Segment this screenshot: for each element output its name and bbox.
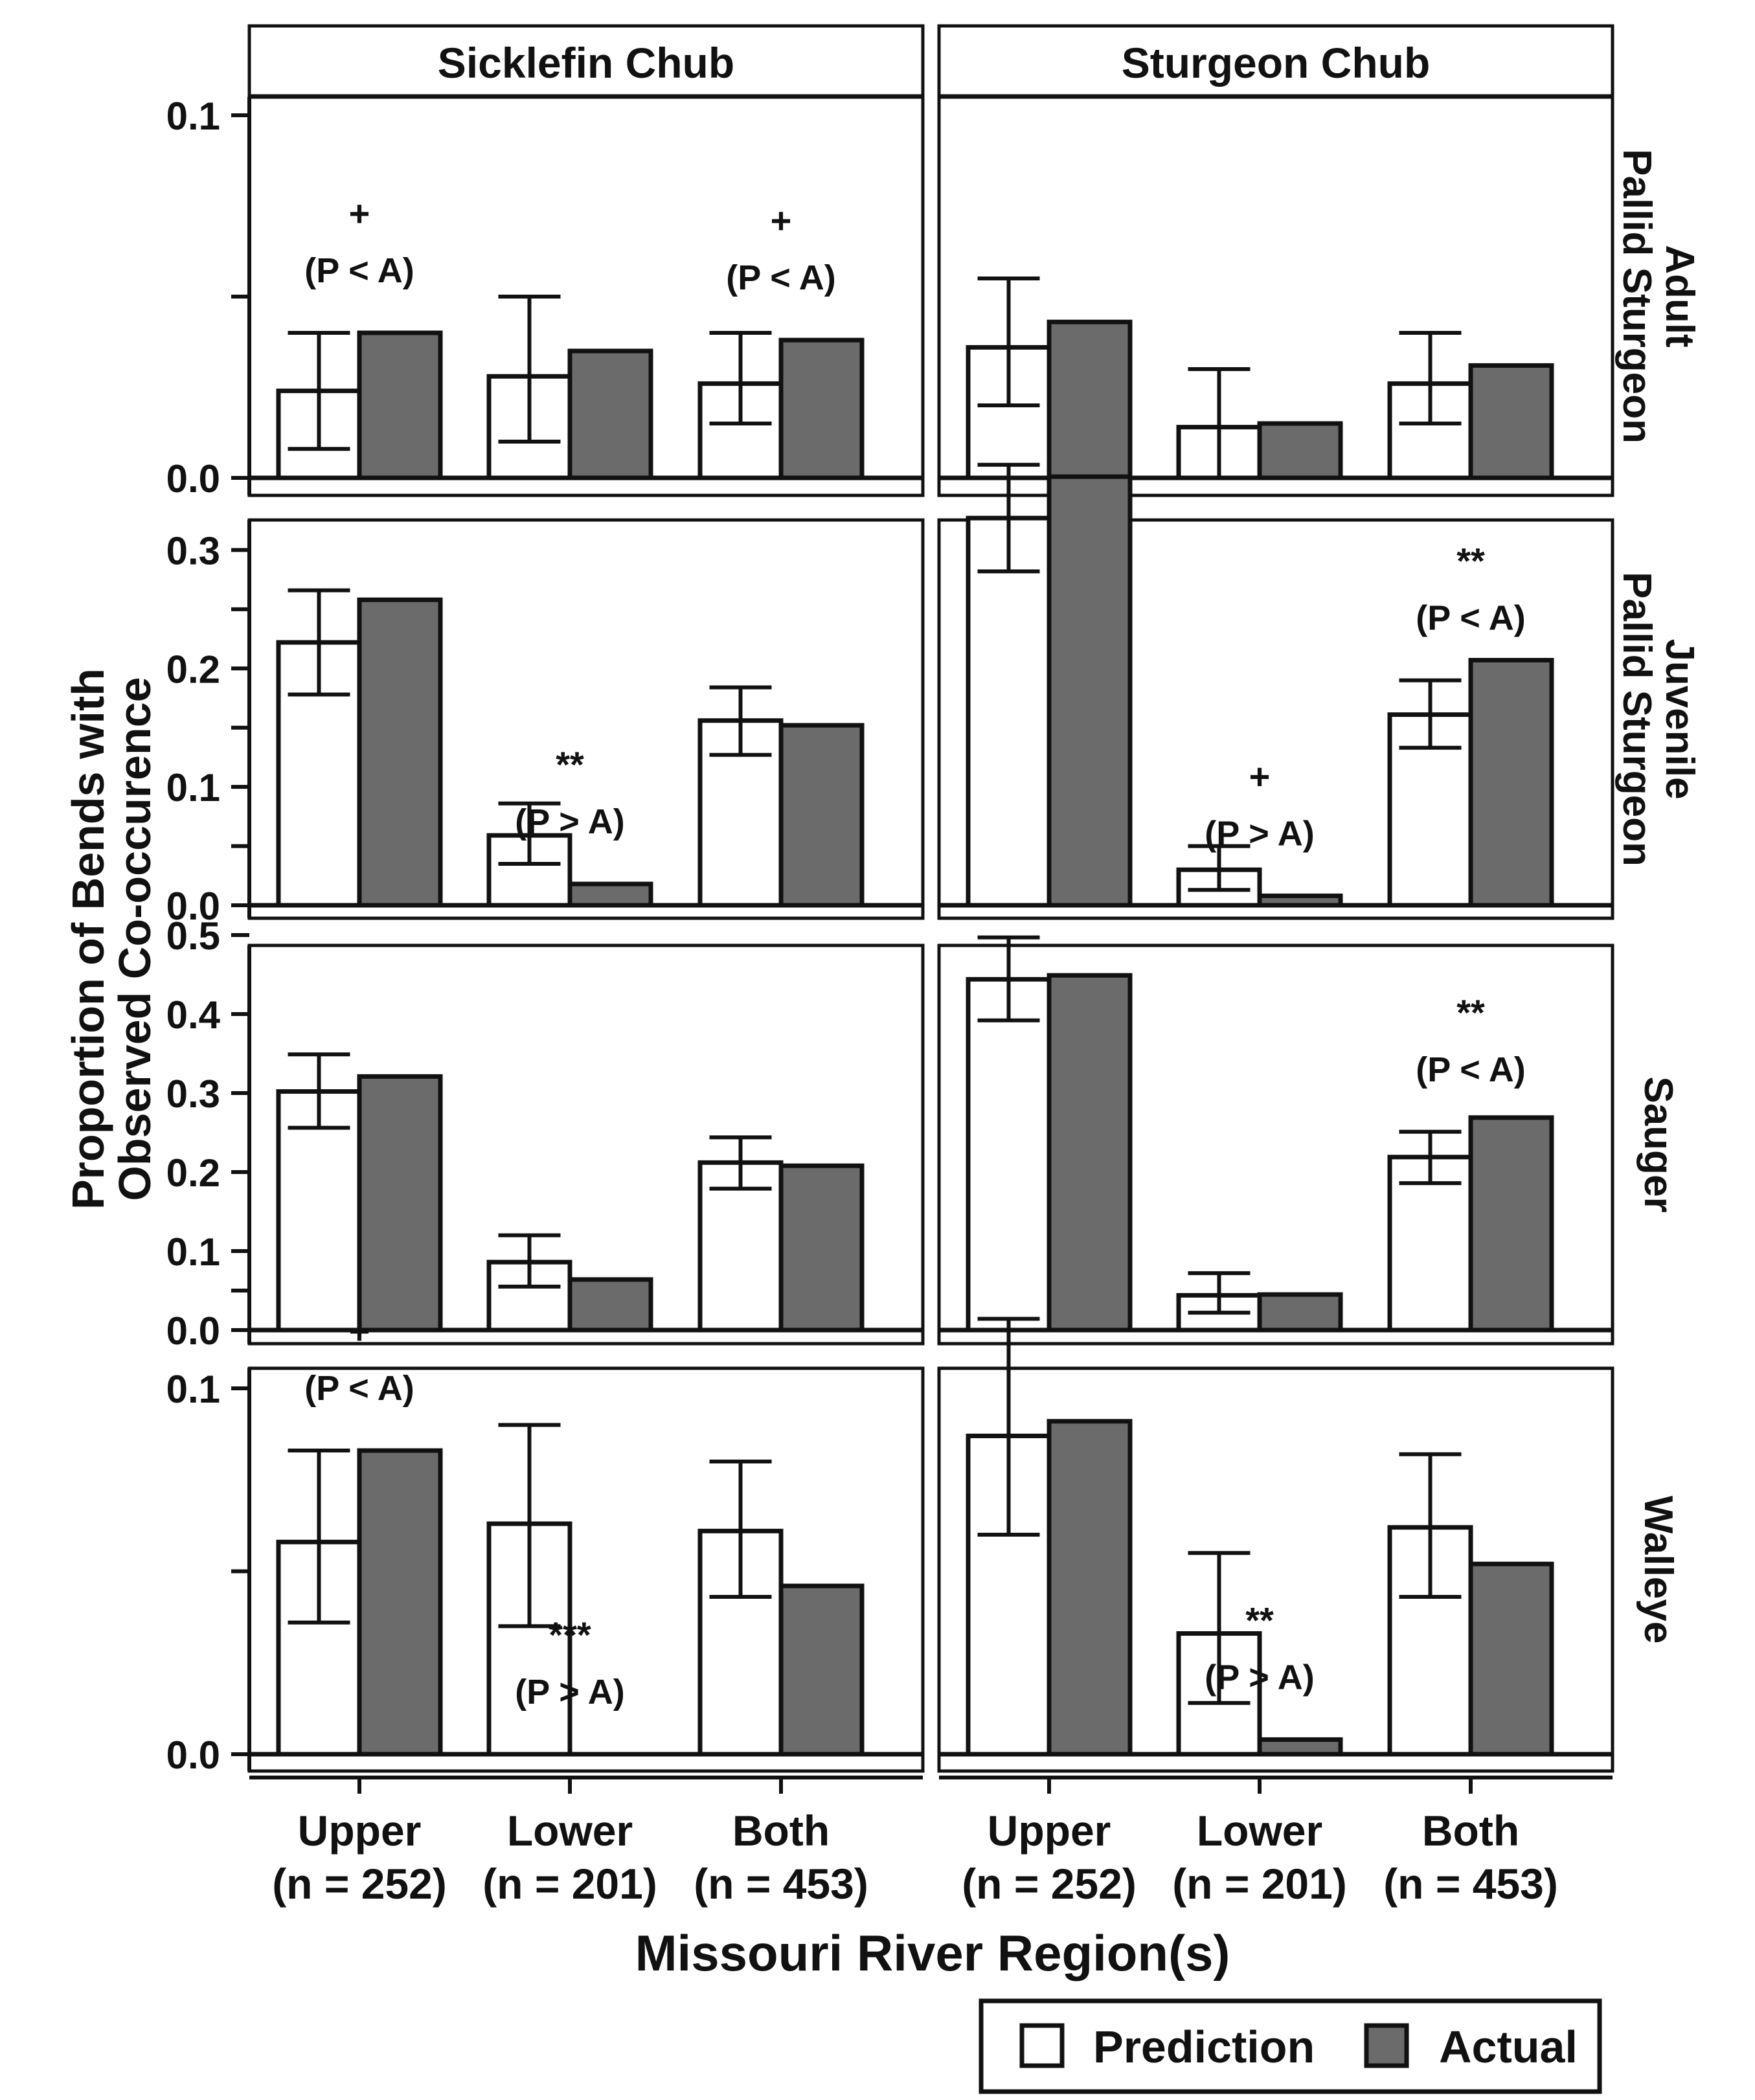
column-strip: [937, 24, 1614, 98]
x-axis-title: Missouri River Region(s): [635, 1925, 1230, 1981]
legend-actual-label: Actual: [1439, 2022, 1578, 2072]
actual-bar: [1047, 1419, 1133, 1757]
x-category-label: Upper: [298, 1807, 422, 1855]
significance-marker: **: [1456, 541, 1485, 581]
column-strip: [247, 24, 925, 98]
actual-bar: [1468, 657, 1554, 908]
row-strip-label: Juvenile: [1657, 638, 1702, 799]
prediction-bar: [966, 515, 1052, 908]
actual-bar: [567, 1277, 653, 1333]
column-strip-label: Sturgeon Chub: [1122, 39, 1431, 87]
actual-bar: [1468, 1115, 1554, 1333]
panel-frame: [937, 1366, 1614, 1773]
significance-marker: +: [349, 193, 370, 234]
y-tick-label: 0.0: [166, 1309, 220, 1353]
y-tick-label: 0.0: [166, 457, 220, 501]
actual-bar: [357, 597, 443, 908]
significance-direction-label: (P > A): [1205, 814, 1315, 853]
row-strip-label: Pallid Sturgeon: [1614, 572, 1659, 866]
y-tick-label: 0.2: [166, 1151, 220, 1195]
row-strip-label: Walleye: [1636, 1496, 1681, 1644]
row-strip-label: Adult: [1657, 245, 1702, 347]
actual-bar: [357, 1448, 443, 1757]
actual-bar: [1047, 973, 1133, 1333]
x-category-n-label: (n = 252): [962, 1860, 1137, 1908]
column-strip-label: Sicklefin Chub: [438, 39, 734, 87]
significance-direction-label: (P < A): [1416, 599, 1526, 638]
y-tick-label: 0.0: [166, 1733, 220, 1777]
significance-marker: +: [1249, 756, 1271, 796]
y-tick-label: 0.2: [166, 648, 220, 691]
actual-bar: [357, 1074, 443, 1333]
y-tick-label: 0.5: [166, 914, 220, 958]
significance-direction-label: (P < A): [726, 258, 836, 297]
x-category-n-label: (n = 252): [272, 1860, 447, 1908]
row-strip-label: Pallid Sturgeon: [1614, 149, 1659, 444]
y-tick-label: 0.4: [166, 993, 221, 1037]
significance-marker: **: [556, 744, 584, 785]
x-category-label: Lower: [1197, 1807, 1322, 1855]
significance-direction-label: (P < A): [304, 251, 414, 290]
panel-frame: [247, 943, 925, 1346]
actual-bar: [1468, 363, 1554, 480]
actual-bar: [778, 723, 865, 908]
y-tick-label: 0.1: [166, 766, 220, 809]
significance-direction-label: (P < A): [1416, 1050, 1526, 1089]
significance-direction-label: (P < A): [304, 1369, 414, 1408]
panel-frame: [937, 518, 1614, 920]
x-category-label: Both: [732, 1807, 830, 1855]
x-category-n-label: (n = 453): [1383, 1860, 1558, 1908]
panel-frame: [247, 518, 925, 920]
y-tick-label: 0.1: [166, 95, 220, 138]
prediction-bar: [966, 977, 1052, 1333]
actual-bar: [567, 348, 653, 480]
actual-bar: [1257, 1292, 1343, 1333]
y-tick-label: 0.0: [166, 885, 220, 928]
actual-bar: [778, 1163, 865, 1333]
significance-direction-label: (P > A): [515, 802, 625, 841]
actual-bar: [1047, 319, 1133, 480]
y-axis-title-line2: Observed Co-occurence: [109, 677, 160, 1201]
x-category-label: Lower: [507, 1807, 633, 1855]
plot-layer: Sicklefin Chub Sturgeon Chub Pallid Sturge…: [166, 24, 1702, 1908]
significance-direction-label: (P > A): [515, 1673, 625, 1711]
actual-bar: [567, 881, 653, 908]
actual-bar: [1047, 474, 1133, 908]
legend-frame: [979, 1998, 1602, 2094]
panel-frame: [247, 1366, 925, 1773]
significance-marker: +: [349, 1311, 370, 1351]
actual-bar: [778, 337, 865, 480]
legend-prediction-swatch: [1019, 2023, 1065, 2068]
significance-marker: **: [1245, 1599, 1274, 1640]
x-category-label: Upper: [988, 1807, 1111, 1855]
actual-bar: [1257, 421, 1343, 480]
actual-bar: [357, 330, 443, 480]
row-strip-label: Sauger: [1636, 1076, 1681, 1212]
x-category-label: Both: [1422, 1807, 1519, 1855]
x-category-n-label: (n = 453): [694, 1860, 868, 1908]
y-tick-label: 0.1: [166, 1368, 220, 1411]
significance-marker: **: [1456, 992, 1485, 1033]
panel-frame: [937, 943, 1614, 1346]
x-category-n-label: (n = 201): [1172, 1860, 1347, 1908]
legend: Prediction Actual: [979, 1998, 1602, 2094]
y-tick-label: 0.3: [166, 1072, 220, 1116]
y-axis-title-line1: Proportion of Bends with: [63, 668, 113, 1210]
x-category-n-label: (n = 201): [482, 1860, 657, 1908]
actual-bar: [1257, 893, 1343, 908]
panel-frame: [247, 95, 925, 497]
y-tick-label: 0.3: [166, 529, 220, 572]
actual-bar: [1468, 1561, 1554, 1757]
actual-bar: [1257, 1737, 1343, 1757]
legend-prediction-label: Prediction: [1093, 2022, 1315, 2072]
significance-marker: +: [771, 200, 792, 241]
significance-direction-label: (P > A): [1205, 1658, 1315, 1697]
significance-marker: ***: [549, 1614, 591, 1655]
y-tick-label: 0.1: [166, 1230, 220, 1274]
actual-bar: [778, 1583, 865, 1757]
panel-frame: [937, 95, 1614, 497]
legend-actual-swatch: [1364, 2023, 1409, 2068]
